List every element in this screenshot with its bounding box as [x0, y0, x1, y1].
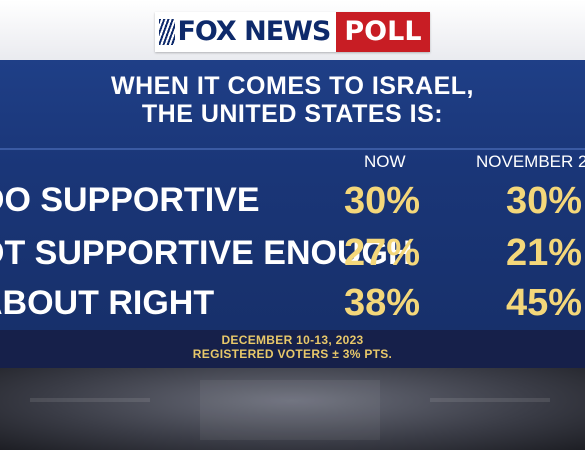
row-label-too-supportive: OO SUPPORTIVE — [0, 181, 260, 219]
logo-brand-text: FOX NEWS — [177, 16, 331, 47]
value-now-about-right: 38% — [344, 282, 421, 324]
value-november-too-supportive: 30% — [506, 180, 583, 222]
poll-question-line-2: THE UNITED STATES IS: — [141, 100, 444, 128]
floor-stripe-right — [430, 398, 550, 402]
row-label-not-supportive-enough: OT SUPPORTIVE ENOUGH — [0, 234, 413, 272]
logo-bar: FOX NEWS POLL — [0, 10, 585, 54]
studio-floor-graphic — [30, 380, 550, 440]
floor-panel — [200, 380, 380, 440]
poll-sample-note: REGISTERED VOTERS ± 3% PTS. — [192, 347, 393, 361]
column-header-now: NOW — [364, 152, 406, 171]
poll-question-line-1: WHEN IT COMES TO ISRAEL, — [111, 72, 474, 100]
poll-dates: DECEMBER 10-13, 2023 — [221, 333, 364, 347]
footer-strip — [0, 330, 585, 368]
poll-question: WHEN IT COMES TO ISRAEL, THE UNITED STAT… — [0, 72, 585, 128]
value-now-too-supportive: 30% — [344, 180, 421, 222]
studio-floor-background — [0, 368, 585, 450]
value-november-not-supportive-enough: 21% — [506, 232, 583, 274]
value-now-not-supportive-enough: 27% — [344, 232, 421, 274]
board-divider — [0, 148, 585, 150]
fox-news-wordmark: FOX NEWS — [155, 12, 337, 52]
poll-board — [0, 60, 585, 330]
floor-stripe-left — [30, 398, 150, 402]
row-label-about-right: ABOUT RIGHT — [0, 284, 215, 322]
logo-stripes-icon — [159, 19, 176, 45]
fox-news-poll-logo: FOX NEWS POLL — [155, 12, 430, 52]
value-november-about-right: 45% — [506, 282, 583, 324]
column-header-november: NOVEMBER 2 — [476, 152, 585, 171]
poll-badge: POLL — [336, 12, 430, 52]
